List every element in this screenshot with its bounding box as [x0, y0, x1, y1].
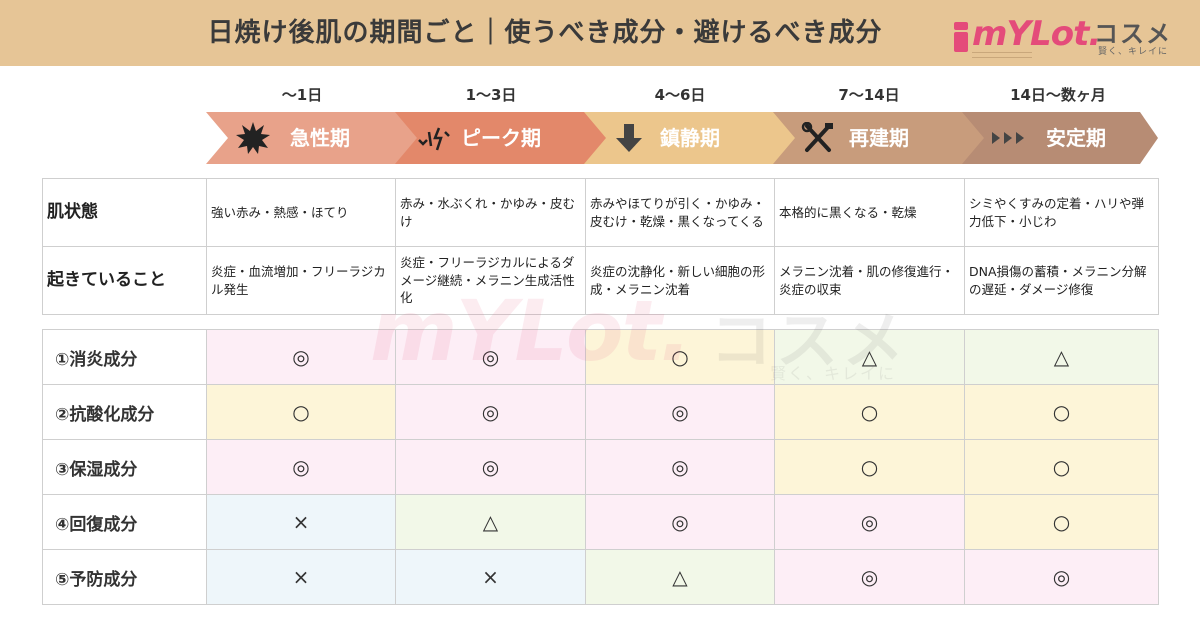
table-row: ②抗酸化成分 ○ ◎ ◎ ○ ○ [42, 384, 1159, 440]
rating-cell: ○ [964, 439, 1159, 495]
table-row: ⑤予防成分 × × △ ◎ ◎ [42, 549, 1159, 605]
phase-stable: 安定期 [962, 112, 1162, 164]
phase-chevron-shape [206, 112, 418, 164]
phase-acute: 急性期 [206, 112, 418, 164]
ingredient-table: ①消炎成分 ◎ ◎ ○ △ △ ②抗酸化成分 ○ ◎ ◎ ○ ○ ③保湿成分 ◎ ◎ ◎ ○ ○ ④回復成分 × △ ◎ ◎… [42, 329, 1159, 605]
row-header: ④回復成分 [42, 494, 207, 550]
rating-cell: × [206, 494, 396, 550]
rating-cell: ◎ [774, 494, 965, 550]
table-cell: 強い赤み・熱感・ほてり [206, 178, 396, 247]
table-row: 肌状態 強い赤み・熱感・ほてり 赤み・水ぶくれ・かゆみ・皮むけ 赤みやほてりが引… [42, 178, 1159, 247]
logo-sub-text: コスメ [1094, 20, 1172, 48]
rating-cell: ○ [964, 494, 1159, 550]
rating-cell: ○ [774, 439, 965, 495]
table-row: ④回復成分 × △ ◎ ◎ ○ [42, 494, 1159, 550]
phase-label: 再建期 [849, 126, 909, 150]
rating-cell: ◎ [395, 329, 586, 385]
mylot-logo: mYLot. コスメ 賢く、キレイに [952, 12, 1192, 60]
phase-label: 鎮静期 [660, 126, 720, 150]
table-cell: 赤み・水ぶくれ・かゆみ・皮むけ [395, 178, 586, 247]
phase-chevron-shape [395, 112, 607, 164]
rating-cell: ◎ [585, 439, 775, 495]
phase-label: ピーク期 [461, 126, 541, 150]
table-cell: 炎症・血流増加・フリーラジカル発生 [206, 246, 396, 315]
burst-icon [236, 122, 270, 154]
header-bar: 日焼け後肌の期間ごと｜使うべき成分・避けるべき成分 mYLot. コスメ 賢く、… [0, 0, 1200, 66]
phase-label: 急性期 [290, 126, 350, 150]
phase-label: 安定期 [1046, 126, 1106, 150]
day-label: 4〜6日 [654, 86, 706, 104]
day-label: 7〜14日 [838, 86, 900, 104]
rating-cell: × [206, 549, 396, 605]
table-cell: DNA損傷の蓄積・メラニン分解の遅延・ダメージ修復 [964, 246, 1159, 315]
table-cell: メラニン沈着・肌の修復進行・炎症の収束 [774, 246, 965, 315]
day-label: 1〜3日 [465, 86, 517, 104]
rating-cell: ◎ [585, 494, 775, 550]
row-header: ⑤予防成分 [42, 549, 207, 605]
row-header: 肌状態 [42, 178, 207, 247]
rating-cell: ◎ [395, 439, 586, 495]
table-cell: 炎症の沈静化・新しい細胞の形成・メラニン沈着 [585, 246, 775, 315]
table-cell: 本格的に黒くなる・乾燥 [774, 178, 965, 247]
table-row: 起きていること 炎症・血流増加・フリーラジカル発生 炎症・フリーラジカルによるダ… [42, 246, 1159, 315]
phase-calming: 鎮静期 [584, 112, 796, 164]
day-label: 〜1日 [281, 86, 323, 104]
table-cell: シミやくすみの定着・ハリや弾力低下・小じわ [964, 178, 1159, 247]
triple-arrow-icon [992, 132, 1024, 144]
logo-film-strip [972, 52, 1032, 58]
rating-cell: △ [585, 549, 775, 605]
row-header: ③保湿成分 [42, 439, 207, 495]
table-cell: 赤みやほてりが引く・かゆみ・皮むけ・乾燥・黒くなってくる [585, 178, 775, 247]
rating-cell: ◎ [206, 439, 396, 495]
phase-peak: ピーク期 [395, 112, 607, 164]
arrow-down-icon [616, 124, 642, 152]
table-cell: 炎症・フリーラジカルによるダメージ継続・メラニン生成活性化 [395, 246, 586, 315]
rating-cell: △ [395, 494, 586, 550]
rating-cell: △ [774, 329, 965, 385]
phase-chevron-shape [584, 112, 796, 164]
table-row: ③保湿成分 ◎ ◎ ◎ ○ ○ [42, 439, 1159, 495]
rating-cell: ◎ [206, 329, 396, 385]
rating-cell: △ [964, 329, 1159, 385]
logo-mark-icon [952, 22, 970, 52]
skin-state-table: 肌状態 強い赤み・熱感・ほてり 赤み・水ぶくれ・かゆみ・皮むけ 赤みやほてりが引… [42, 178, 1159, 315]
rating-cell: ◎ [395, 384, 586, 440]
rating-cell: × [395, 549, 586, 605]
phase-rebuild: 再建期 [773, 112, 985, 164]
rating-cell: ○ [585, 329, 775, 385]
rating-cell: ○ [206, 384, 396, 440]
rating-cell: ◎ [964, 549, 1159, 605]
logo-tagline: 賢く、キレイに [1098, 47, 1169, 57]
tools-icon [801, 122, 833, 152]
lightning-icon [418, 127, 450, 151]
phase-chevron-shape [962, 112, 1158, 164]
page-title: 日焼け後肌の期間ごと｜使うべき成分・避けるべき成分 [207, 18, 883, 48]
row-header: ②抗酸化成分 [42, 384, 207, 440]
rating-cell: ○ [774, 384, 965, 440]
logo-text: mYLot. [972, 14, 1101, 54]
day-label: 14日〜数ヶ月 [1010, 86, 1106, 104]
rating-cell: ◎ [774, 549, 965, 605]
table-row: ①消炎成分 ◎ ◎ ○ △ △ [42, 329, 1159, 385]
row-header: ①消炎成分 [42, 329, 207, 385]
rating-cell: ○ [964, 384, 1159, 440]
row-header: 起きていること [42, 246, 207, 315]
rating-cell: ◎ [585, 384, 775, 440]
